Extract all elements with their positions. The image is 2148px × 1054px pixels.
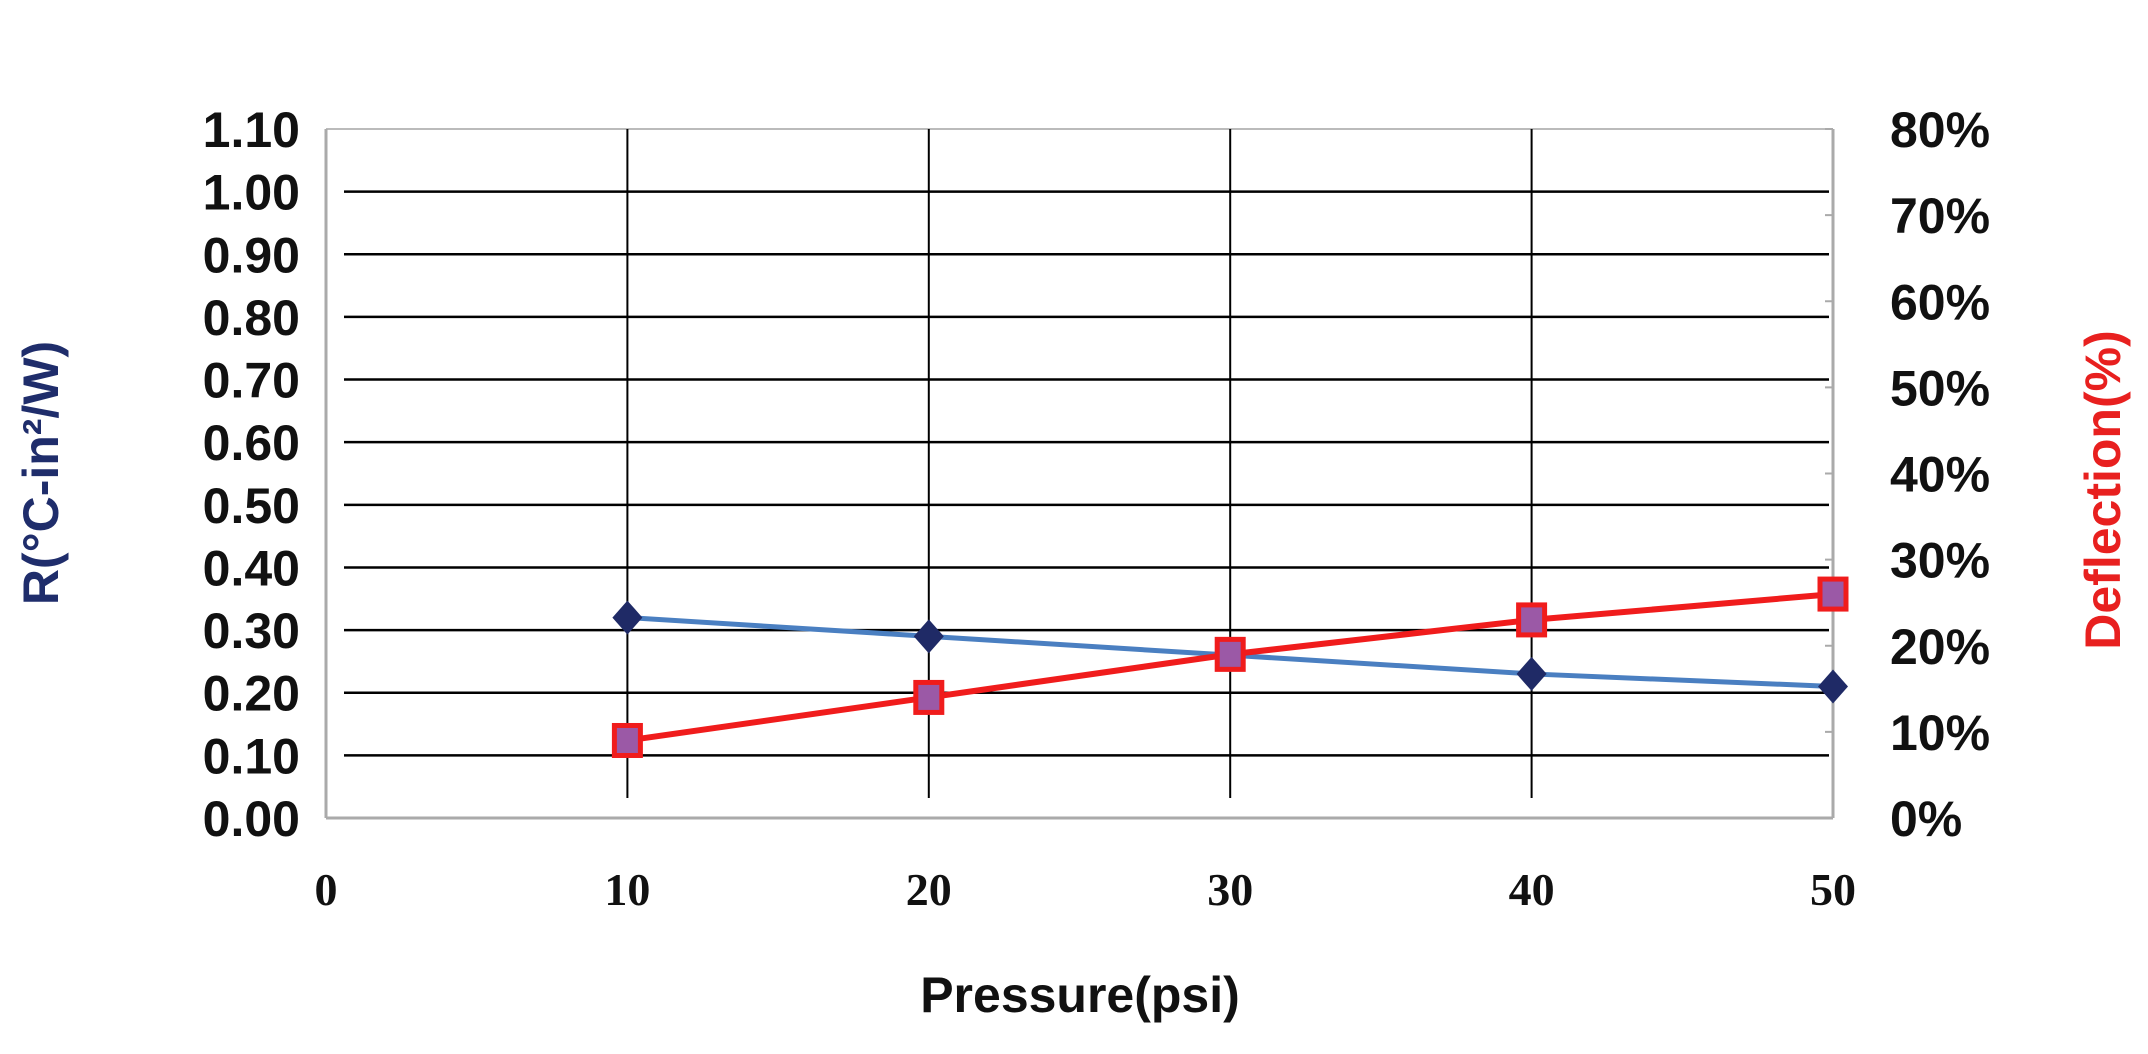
y-axis-left-title: R(°C-in²/W) xyxy=(13,341,69,605)
grid xyxy=(324,128,1835,820)
y-left-tick-label: 0.90 xyxy=(203,227,300,283)
y-left-tick-label: 0.10 xyxy=(203,728,300,784)
y-left-tick-label: 0.20 xyxy=(203,666,300,722)
y-left-tick-label: 0.70 xyxy=(203,353,300,409)
data-point-square xyxy=(611,722,643,758)
y-right-tick-label: 50% xyxy=(1890,360,1990,416)
y-right-tick-label: 60% xyxy=(1890,274,1990,330)
y-left-tick-label: 0.80 xyxy=(203,290,300,346)
x-tick-label: 30 xyxy=(1207,864,1253,915)
series-layer xyxy=(611,576,1849,758)
x-tick-label: 40 xyxy=(1509,864,1555,915)
data-point-square xyxy=(913,679,945,715)
data-point-diamond xyxy=(612,600,643,635)
y-left-tick-label: 0.50 xyxy=(203,478,300,534)
data-point-diamond xyxy=(913,619,944,654)
y-left-tick-label: 1.10 xyxy=(203,102,300,158)
y-axis-right-title: Deflection(%) xyxy=(2075,330,2131,649)
y-left-tick-label: 0.00 xyxy=(203,791,300,847)
data-point-square xyxy=(1817,576,1849,612)
y-right-tick-label: 70% xyxy=(1890,188,1990,244)
tick-labels: 0.00 0.10 0.20 0.30 0.40 0.50 0.60 0.70 0.80 0.90… xyxy=(203,102,1990,915)
data-point-diamond xyxy=(1818,669,1848,704)
data-point-diamond xyxy=(1516,656,1547,691)
y-right-tick-label: 20% xyxy=(1890,619,1990,675)
x-tick-label: 0 xyxy=(315,864,338,915)
x-tick-label: 50 xyxy=(1810,864,1856,915)
y-right-tick-label: 80% xyxy=(1890,102,1990,158)
x-axis-title: Pressure(psi) xyxy=(920,967,1240,1023)
x-tick-label: 10 xyxy=(604,864,650,915)
data-point-square xyxy=(1214,636,1246,672)
y-left-tick-label: 1.00 xyxy=(203,165,300,221)
y-right-tick-label: 40% xyxy=(1890,447,1990,503)
y-left-tick-label: 0.60 xyxy=(203,415,300,471)
data-point-square xyxy=(1516,602,1548,638)
y-right-tick-label: 0% xyxy=(1890,791,1962,847)
y-right-tick-label: 30% xyxy=(1890,533,1990,589)
y-left-tick-label: 0.40 xyxy=(203,540,300,596)
y-left-tick-label: 0.30 xyxy=(203,603,300,659)
x-tick-label: 20 xyxy=(906,864,952,915)
y-right-tick-label: 10% xyxy=(1890,705,1990,761)
